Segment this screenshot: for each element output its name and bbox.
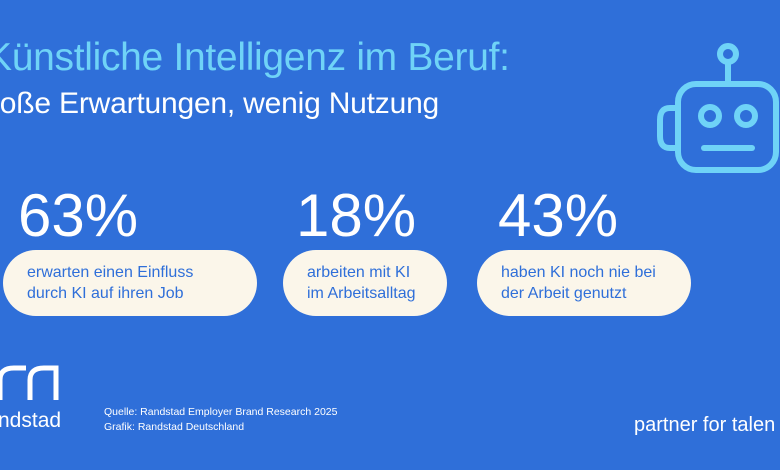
stat-value: 18% <box>296 182 417 249</box>
stat-description-pill: haben KI noch nie bei der Arbeit genutzt <box>477 250 691 316</box>
stat-description: haben KI noch nie bei der Arbeit genutzt <box>501 264 656 302</box>
source-note: Quelle: Randstad Employer Brand Research… <box>104 405 337 435</box>
stat-value: 63% <box>18 182 139 249</box>
page-subtitle: roße Erwartungen, wenig Nutzung <box>0 87 440 120</box>
source-line: Quelle: Randstad Employer Brand Research… <box>104 406 338 418</box>
brand-tagline: partner for talen <box>634 414 776 436</box>
stat-description: erwarten einen Einfluss durch KI auf ihr… <box>27 264 194 302</box>
page-title: Künstliche Intelligenz im Beruf: <box>0 36 510 79</box>
randstad-logo <box>0 365 59 400</box>
stat-description-pill: erwarten einen Einfluss durch KI auf ihr… <box>3 250 257 316</box>
graphic-credit-line: Grafik: Randstad Deutschland <box>104 421 245 433</box>
brand-name: ndstad <box>0 409 62 432</box>
stat-description: arbeiten mit KI im Arbeitsalltag <box>307 264 416 302</box>
stat-value: 43% <box>498 182 619 249</box>
stat-description-pill: arbeiten mit KI im Arbeitsalltag <box>283 250 447 316</box>
robot-icon <box>657 43 779 173</box>
